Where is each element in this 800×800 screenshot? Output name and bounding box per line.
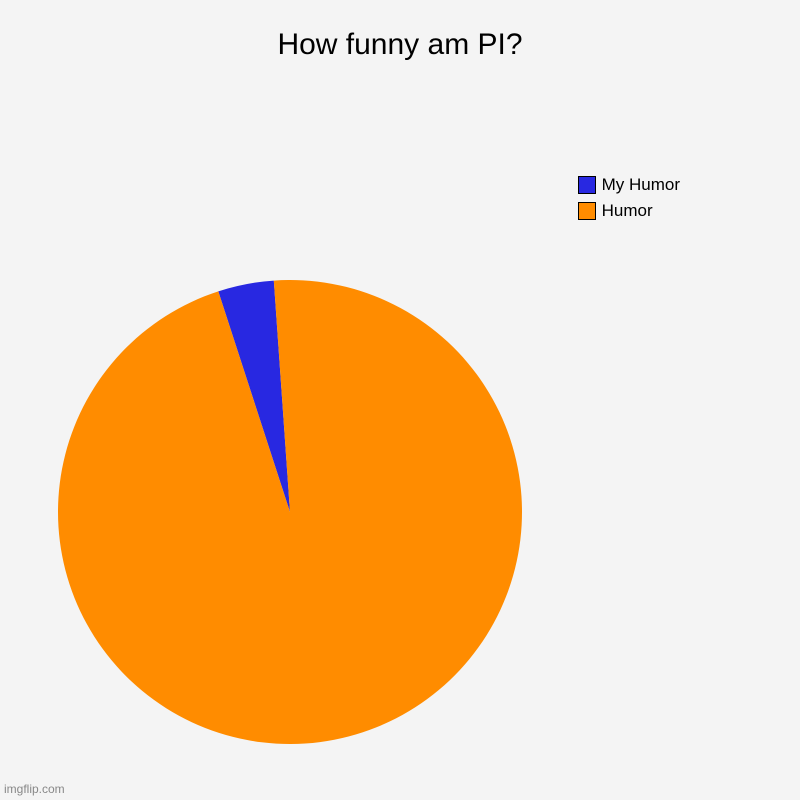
chart-legend: My Humor Humor (578, 175, 680, 227)
legend-label-my-humor: My Humor (602, 175, 680, 195)
legend-item: Humor (578, 201, 680, 221)
pie-slice-humor (58, 280, 522, 744)
chart-title: How funny am PI? (0, 0, 800, 62)
pie-chart (50, 280, 530, 765)
legend-item: My Humor (578, 175, 680, 195)
pie-chart-svg (50, 280, 530, 760)
legend-label-humor: Humor (602, 201, 653, 221)
watermark: imgflip.com (4, 782, 65, 796)
legend-swatch-humor (578, 202, 596, 220)
legend-swatch-my-humor (578, 176, 596, 194)
